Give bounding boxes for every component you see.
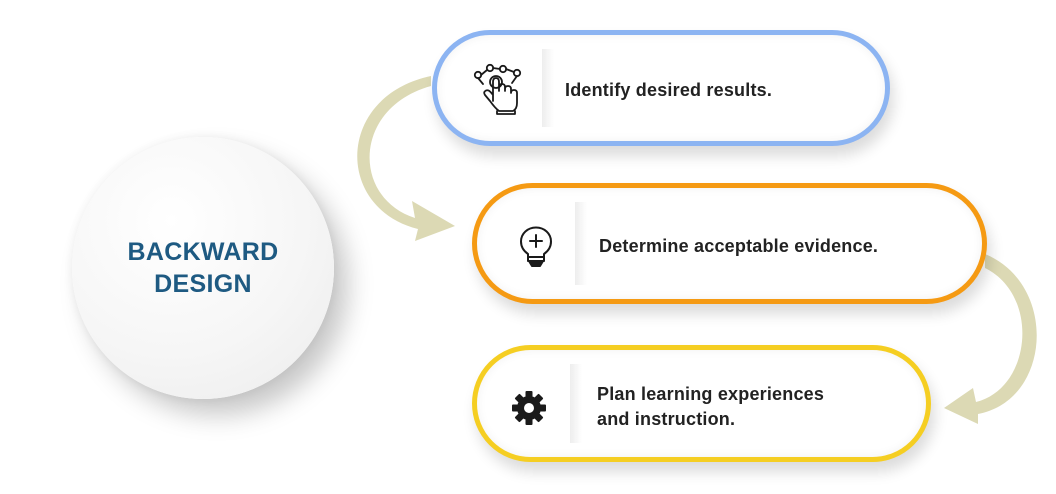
step-divider: [570, 364, 582, 443]
diagram-title: BACKWARD DESIGN: [128, 236, 279, 300]
step-label-line: Identify desired results.: [565, 80, 773, 100]
step-identify-results: Identify desired results.: [432, 30, 890, 146]
diagram-title-line-2: DESIGN: [154, 270, 252, 298]
backward-design-circle: BACKWARD DESIGN: [72, 137, 334, 399]
hand-pointer-network-icon: [473, 63, 522, 115]
step-label: Identify desired results.: [565, 78, 772, 103]
diagram-title-line-1: BACKWARD: [127, 238, 279, 266]
step-label-line-1: Plan learning experiences: [597, 384, 825, 404]
arrow-step2-to-step3: [944, 254, 1037, 424]
arrow-step1-to-step2: [357, 76, 455, 241]
step-determine-evidence: Determine acceptable evidence.: [472, 183, 987, 304]
lightbulb-plus-icon: [520, 226, 552, 267]
step-label-line-2: and instruction.: [597, 409, 736, 429]
step-label: Determine acceptable evidence.: [599, 234, 878, 259]
step-divider: [542, 49, 554, 127]
step-divider: [575, 202, 587, 285]
step-plan-learning: Plan learning experiences and instructio…: [472, 345, 931, 462]
step-label: Plan learning experiences and instructio…: [597, 382, 824, 432]
gear-icon: [512, 391, 546, 425]
step-label-line: Determine acceptable evidence.: [599, 236, 879, 256]
